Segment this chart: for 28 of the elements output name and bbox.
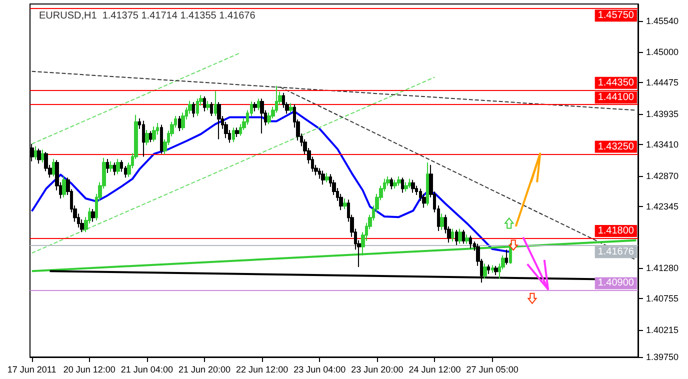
y-tick-label: 1.40755 xyxy=(646,294,679,304)
x-tick-label: 21 Jun 20:00 xyxy=(178,364,231,374)
y-tick-label: 1.43410 xyxy=(646,140,679,150)
y-tick-label: 1.45540 xyxy=(646,16,679,26)
ref-line-label: 1.41676 xyxy=(598,246,634,258)
y-tick-label: 1.42870 xyxy=(646,170,679,181)
x-tick-label: 20 Jun 12:00 xyxy=(63,364,116,374)
y-tick-label: 1.39750 xyxy=(646,352,679,362)
x-tick-label: 23 Jun 20:00 xyxy=(351,364,404,374)
x-tick-label: 22 Jun 12:00 xyxy=(236,364,288,374)
ref-line-label: 1.45750 xyxy=(598,10,634,22)
y-tick-label: 1.42345 xyxy=(646,201,679,212)
x-tick-label: 24 Jun 12:00 xyxy=(408,364,461,374)
y-tick-label: 1.45000 xyxy=(646,47,679,58)
ref-line-label: 1.44350 xyxy=(598,77,634,88)
y-tick-label: 1.43935 xyxy=(646,109,679,120)
ref-line-label: 1.41800 xyxy=(598,225,634,236)
ref-line-label: 1.44100 xyxy=(598,92,634,103)
y-tick-label: 1.41280 xyxy=(646,263,679,274)
ref-line-label: 1.40900 xyxy=(598,278,634,289)
x-tick-label: 27 Jun 05:00 xyxy=(466,364,518,374)
x-tick-label: 21 Jun 04:00 xyxy=(120,364,173,374)
y-tick-label: 1.40215 xyxy=(646,325,679,336)
x-tick-label: 17 Jun 2011 xyxy=(7,364,56,374)
x-tick-label: 23 Jun 04:00 xyxy=(294,364,346,374)
y-tick-label: 1.44475 xyxy=(646,78,679,88)
text: EURUSD,H1 1.41375 1.41714 1.41355 1.41676 xyxy=(39,10,256,22)
ref-line-label: 1.43250 xyxy=(598,141,634,152)
